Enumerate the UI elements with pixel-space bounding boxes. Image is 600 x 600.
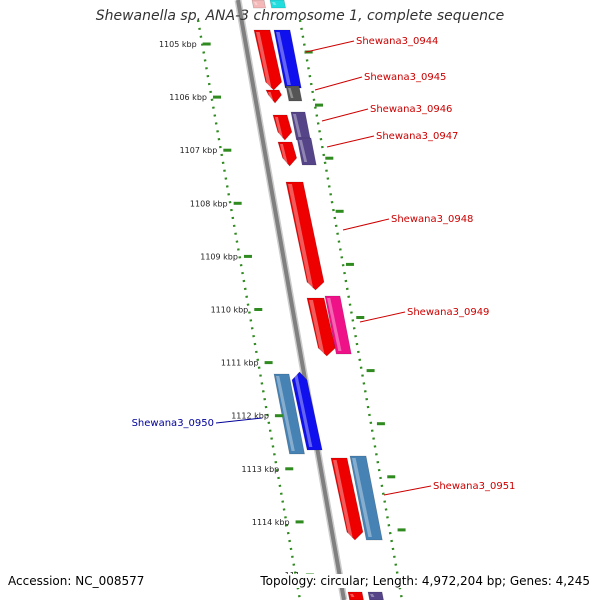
gene-leader-line	[321, 108, 369, 122]
gene-label[interactable]: Shewana3_0947	[376, 131, 458, 142]
feature-0945-gray	[285, 85, 303, 102]
gene-label[interactable]: Shewana3_0944	[356, 36, 438, 47]
feature-bottom-purple	[367, 591, 384, 600]
kbp-tick-label: 1109 kbp	[200, 252, 238, 261]
chromosome-backbone	[234, 0, 348, 600]
feature-0949-red	[306, 297, 336, 357]
gene-leader-line	[305, 40, 355, 53]
feature-0950-blue	[291, 371, 323, 451]
kbp-tick-label: 1106 kbp	[169, 93, 207, 102]
feature-0948-red	[285, 181, 325, 291]
kbp-tick-label: 1110 kbp	[211, 306, 249, 315]
gene-leader-line	[215, 417, 263, 424]
feature-0949-pink	[324, 295, 352, 355]
kbp-tick-label: 1105 kbp	[159, 40, 197, 49]
kbp-tick-label: 1108 kbp	[190, 199, 228, 208]
feature-0946-red	[272, 114, 293, 141]
gene-label[interactable]: Shewana3_0948	[391, 214, 473, 225]
feature-track	[251, 0, 384, 600]
kbp-tick-label: 1114 kbp	[252, 518, 290, 527]
gene-label[interactable]: Shewana3_0950	[132, 418, 214, 429]
gene-label[interactable]: Shewana3_0951	[433, 481, 515, 492]
kbp-tick-label: 1112 kbp	[231, 412, 269, 421]
feature-0951-red	[330, 457, 364, 541]
map-title: Shewanella sp. ANA-3 chromosome 1, compl…	[95, 8, 505, 24]
feature-0947-red	[277, 141, 297, 167]
feature-0944-red	[253, 29, 282, 91]
backbone-line	[236, 0, 346, 600]
feature-0944-blue	[273, 29, 302, 89]
kbp-tick-label: 1113 kbp	[242, 465, 280, 474]
kbp-tick-label: 1107 kbp	[180, 146, 218, 155]
gene-leader-line	[314, 76, 363, 91]
feature-bottom-red	[347, 591, 364, 600]
gene-labels: Shewana3_0944 Shewana3_0945 Shewana3_0946 S…	[132, 36, 515, 496]
feature-0951-steel	[349, 455, 383, 541]
gene-leader-line	[383, 485, 432, 496]
accession-text: Accession: NC_008577	[8, 574, 145, 588]
topology-summary: Topology: circular; Length: 4,972,204 bp…	[260, 574, 590, 588]
feature-pink-top	[251, 0, 266, 9]
gene-leader-line	[342, 218, 390, 231]
gene-leader-line	[359, 311, 406, 323]
feature-0945-red-small	[265, 89, 282, 104]
gene-leader-line	[326, 135, 375, 148]
feature-0950-steel	[273, 373, 305, 455]
feature-cyan-top	[269, 0, 286, 9]
gene-label[interactable]: Shewana3_0945	[364, 72, 446, 83]
kbp-tick-label: 1111 kbp	[221, 359, 259, 368]
gene-label[interactable]: Shewana3_0946	[370, 104, 452, 115]
feature-0947-purple	[296, 137, 317, 166]
feature-0946-purple	[290, 111, 311, 141]
gene-label[interactable]: Shewana3_0949	[407, 307, 489, 318]
